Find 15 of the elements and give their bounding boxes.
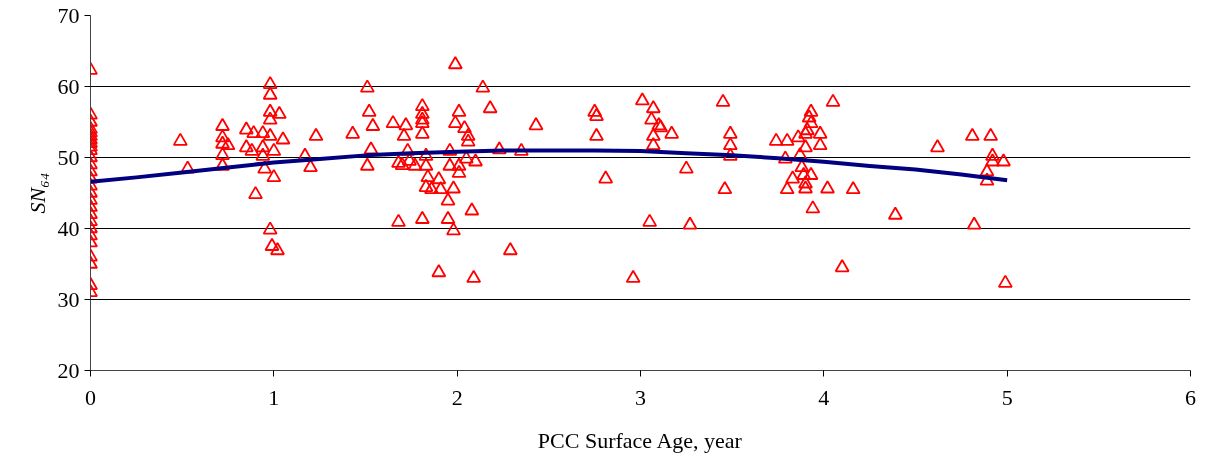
x-tick-label: 1	[268, 384, 280, 410]
y-tick-label: 30	[57, 286, 80, 312]
x-axis-title: PCC Surface Age, year	[537, 427, 743, 453]
x-tick-label: 2	[451, 384, 463, 410]
x-tick-label: 4	[818, 384, 830, 410]
x-tick-label: 3	[635, 384, 646, 410]
y-tick-label: 40	[57, 215, 80, 241]
x-tick-label: 6	[1185, 384, 1196, 410]
y-axis-title: SN₆₄	[24, 172, 50, 214]
y-tick-label: 70	[57, 2, 80, 28]
x-tick-label: 0	[85, 384, 96, 410]
y-tick-label: 60	[57, 73, 80, 99]
y-tick-label: 20	[57, 357, 80, 383]
x-tick-label: 5	[1001, 384, 1013, 410]
y-tick-label: 50	[57, 144, 80, 170]
